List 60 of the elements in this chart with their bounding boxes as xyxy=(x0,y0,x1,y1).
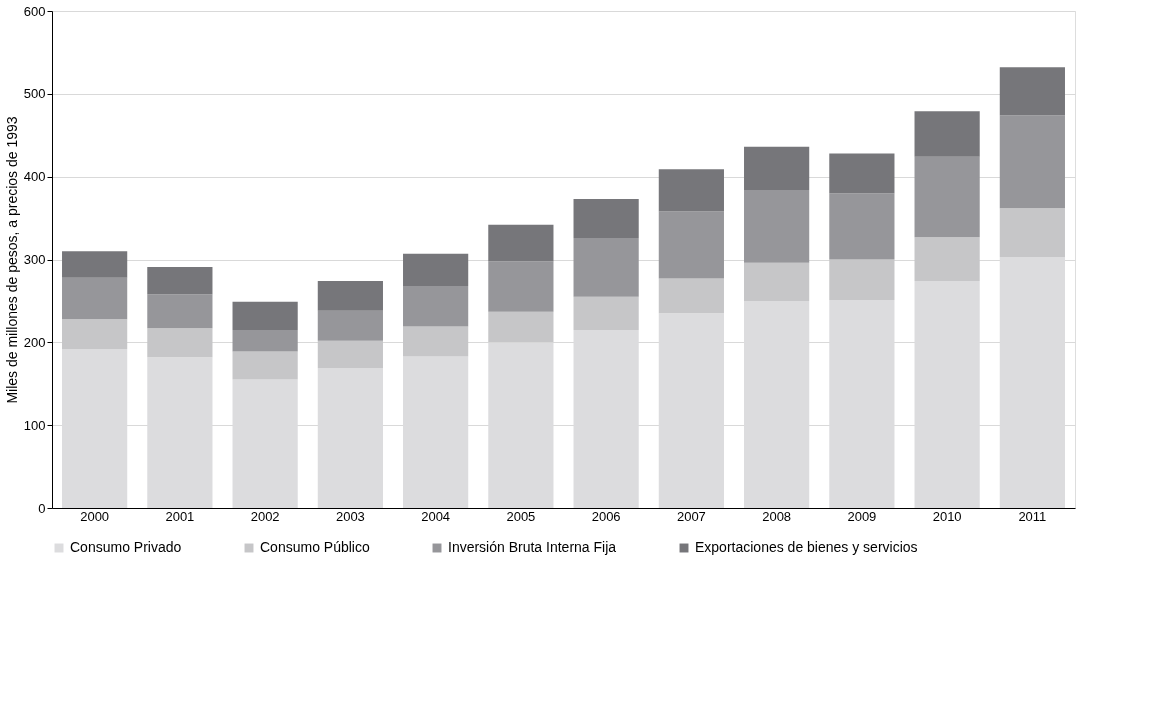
bar xyxy=(829,259,895,301)
bar xyxy=(999,208,1065,258)
bar xyxy=(658,211,724,279)
y-tick-label: 100 xyxy=(23,417,46,433)
bar xyxy=(744,189,810,263)
bar xyxy=(744,146,810,190)
bar xyxy=(232,329,298,352)
bar xyxy=(488,224,554,262)
y-tick-label: 600 xyxy=(23,3,46,19)
bar xyxy=(914,111,980,157)
legend-label: Consumo Privado xyxy=(70,539,182,555)
bar xyxy=(914,156,980,238)
bar xyxy=(658,169,724,212)
bar xyxy=(573,296,639,330)
bar xyxy=(744,262,810,301)
x-tick-label: 2010 xyxy=(932,508,962,524)
bar xyxy=(317,310,383,341)
bar xyxy=(62,277,128,320)
x-tick-label: 2009 xyxy=(847,508,877,524)
bar xyxy=(147,294,213,329)
x-tick-label: 2003 xyxy=(335,508,365,524)
legend-label: Consumo Público xyxy=(260,539,370,555)
bar xyxy=(573,199,639,238)
bar xyxy=(62,251,128,278)
bar xyxy=(403,253,469,287)
bar xyxy=(147,266,213,295)
bar xyxy=(488,311,554,343)
y-axis-title: Miles de millones de pesos, a precios de 1993 xyxy=(3,116,20,404)
legend-label: Exportaciones de bienes y servicios xyxy=(695,539,918,555)
x-tick-label: 2006 xyxy=(591,508,621,524)
bar xyxy=(403,326,469,357)
y-tick-label: 200 xyxy=(23,334,46,350)
bar xyxy=(317,340,383,369)
bar xyxy=(488,261,554,312)
x-tick-label: 2000 xyxy=(80,508,110,524)
bar xyxy=(658,278,724,314)
bar xyxy=(147,328,213,358)
x-tick-label: 2007 xyxy=(676,508,706,524)
x-tick-label: 2008 xyxy=(762,508,792,524)
bar xyxy=(829,193,895,260)
x-tick-label: 2011 xyxy=(1018,508,1047,524)
y-tick-label: 0 xyxy=(38,500,46,516)
bar xyxy=(829,153,895,194)
x-tick-label: 2005 xyxy=(506,508,536,524)
bar xyxy=(999,67,1065,116)
bar xyxy=(232,301,298,330)
bar xyxy=(317,281,383,311)
bar xyxy=(403,286,469,327)
bar xyxy=(62,319,128,349)
y-tick-label: 500 xyxy=(23,86,46,102)
y-tick-label: 300 xyxy=(23,252,46,267)
bar xyxy=(999,115,1065,209)
bar xyxy=(232,351,298,380)
bar xyxy=(914,237,980,282)
y-tick-label: 400 xyxy=(23,169,46,185)
bar xyxy=(573,237,639,297)
x-tick-label: 2001 xyxy=(165,508,195,524)
legend-label: Inversión Bruta Interna Fija xyxy=(448,539,617,555)
x-tick-label: 2002 xyxy=(250,508,280,524)
x-tick-label: 2004 xyxy=(421,508,451,524)
